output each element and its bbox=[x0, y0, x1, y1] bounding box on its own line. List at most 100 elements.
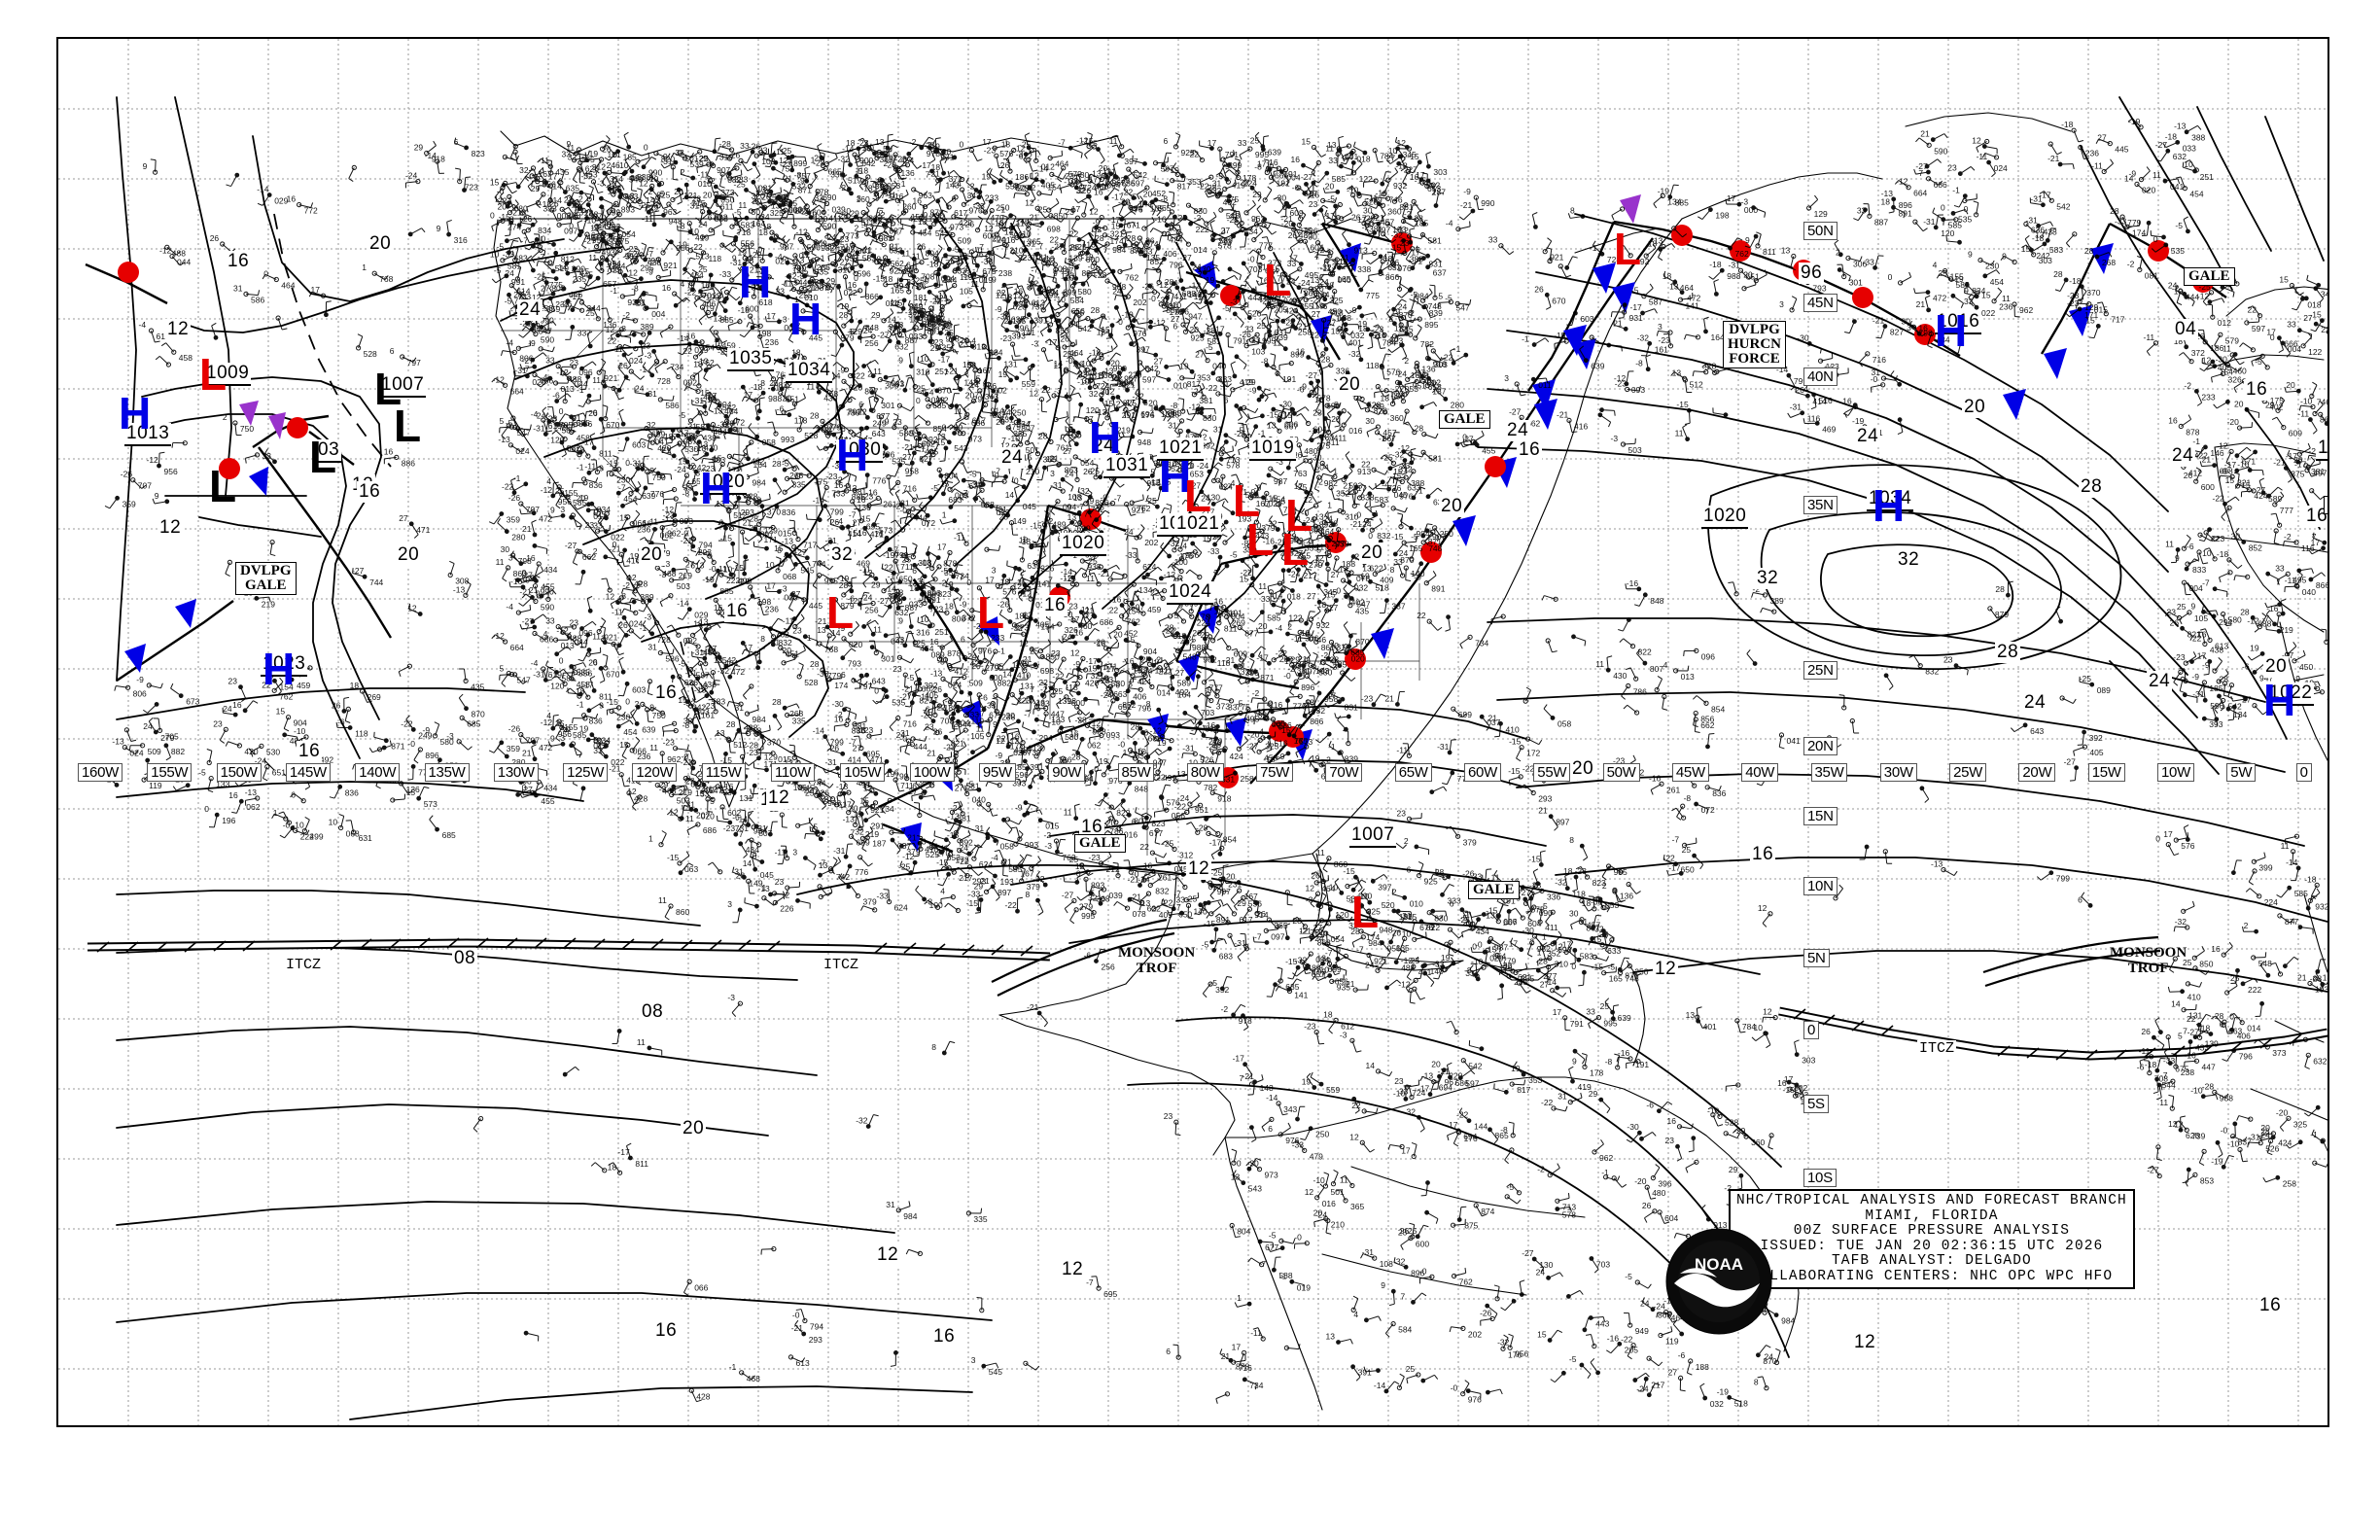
svg-text:518: 518 bbox=[1734, 1398, 1748, 1408]
svg-text:411: 411 bbox=[1545, 923, 1558, 932]
svg-text:-27: -27 bbox=[1306, 370, 1318, 380]
svg-text:23: 23 bbox=[570, 358, 579, 368]
svg-text:-21: -21 bbox=[1872, 316, 1885, 326]
svg-text:-13: -13 bbox=[758, 884, 771, 893]
svg-text:581: 581 bbox=[1428, 236, 1442, 246]
svg-text:503: 503 bbox=[1628, 445, 1642, 455]
svg-text:579: 579 bbox=[1068, 169, 1082, 179]
svg-text:-9: -9 bbox=[523, 576, 531, 585]
svg-text:118: 118 bbox=[1366, 361, 1380, 370]
svg-text:040: 040 bbox=[1338, 275, 1351, 285]
svg-text:18: 18 bbox=[350, 681, 360, 690]
isobar-label: 24 bbox=[2022, 692, 2048, 714]
svg-text:27: 27 bbox=[1315, 558, 1325, 568]
svg-text:25: 25 bbox=[1250, 136, 1260, 146]
svg-text:33: 33 bbox=[262, 451, 272, 461]
svg-text:-9: -9 bbox=[960, 600, 967, 610]
svg-text:16: 16 bbox=[2168, 416, 2178, 426]
svg-text:913: 913 bbox=[1357, 467, 1371, 476]
svg-text:275: 275 bbox=[1316, 441, 1330, 451]
svg-text:15: 15 bbox=[1240, 575, 1249, 584]
svg-text:373: 373 bbox=[2272, 1048, 2286, 1058]
svg-text:768: 768 bbox=[379, 274, 393, 284]
lon-label: 25W bbox=[1949, 763, 1987, 782]
svg-text:024: 024 bbox=[629, 356, 643, 366]
svg-text:-21: -21 bbox=[1242, 1071, 1255, 1081]
svg-text:6: 6 bbox=[1173, 321, 1178, 331]
svg-text:32: 32 bbox=[1089, 389, 1099, 399]
svg-text:122: 122 bbox=[2308, 347, 2322, 357]
svg-text:8: 8 bbox=[760, 378, 765, 388]
svg-text:17: 17 bbox=[937, 542, 947, 552]
svg-text:4: 4 bbox=[1933, 261, 1938, 270]
svg-text:13: 13 bbox=[1672, 368, 1682, 377]
svg-text:-5: -5 bbox=[782, 458, 789, 468]
svg-text:763: 763 bbox=[1062, 853, 1075, 862]
svg-text:193: 193 bbox=[1000, 877, 1014, 887]
svg-text:131: 131 bbox=[1020, 681, 1033, 690]
svg-text:-32: -32 bbox=[1637, 332, 1650, 342]
svg-text:016: 016 bbox=[1348, 426, 1362, 436]
svg-text:22: 22 bbox=[2187, 1014, 2196, 1024]
svg-text:-13: -13 bbox=[930, 668, 943, 678]
svg-text:335: 335 bbox=[973, 1214, 987, 1224]
svg-text:495: 495 bbox=[1305, 270, 1318, 280]
svg-text:584: 584 bbox=[1398, 1325, 1412, 1335]
svg-text:27: 27 bbox=[1221, 226, 1231, 235]
svg-text:-23: -23 bbox=[1361, 694, 1374, 704]
svg-text:353: 353 bbox=[1197, 372, 1210, 382]
svg-text:-3: -3 bbox=[727, 993, 735, 1002]
svg-text:984: 984 bbox=[1781, 1316, 1795, 1326]
svg-text:19: 19 bbox=[982, 171, 992, 181]
svg-text:219: 219 bbox=[262, 599, 275, 609]
svg-text:3: 3 bbox=[857, 193, 861, 203]
svg-text:-9: -9 bbox=[1093, 218, 1101, 228]
svg-text:904: 904 bbox=[1143, 647, 1157, 656]
isobar-label: 16 bbox=[724, 601, 751, 622]
monsoon-trof-label: MONSOON TROF bbox=[1118, 945, 1195, 976]
svg-text:799: 799 bbox=[2056, 874, 2070, 884]
svg-text:-15: -15 bbox=[1508, 766, 1521, 776]
svg-text:359: 359 bbox=[122, 499, 136, 508]
svg-text:167: 167 bbox=[978, 366, 992, 375]
svg-text:011: 011 bbox=[1538, 380, 1552, 390]
svg-text:675: 675 bbox=[982, 266, 996, 276]
monsoon-trof-line: TROF bbox=[1118, 961, 1195, 976]
svg-text:7: 7 bbox=[926, 170, 930, 180]
svg-text:22: 22 bbox=[608, 336, 617, 346]
svg-text:535: 535 bbox=[2171, 246, 2185, 256]
svg-text:-31: -31 bbox=[2192, 689, 2205, 699]
svg-text:547: 547 bbox=[1455, 303, 1469, 313]
svg-text:17: 17 bbox=[1727, 193, 1736, 203]
svg-text:338: 338 bbox=[1357, 264, 1371, 274]
svg-text:16: 16 bbox=[232, 700, 242, 710]
svg-text:976: 976 bbox=[1285, 1136, 1299, 1145]
svg-text:464: 464 bbox=[703, 648, 717, 657]
isobar-label: 20 bbox=[1962, 397, 1988, 418]
lat-label: 5S bbox=[1803, 1095, 1829, 1113]
svg-text:-9: -9 bbox=[2129, 169, 2137, 179]
svg-text:786: 786 bbox=[1633, 687, 1647, 697]
svg-text:27: 27 bbox=[1540, 980, 1550, 990]
svg-text:472: 472 bbox=[1687, 294, 1700, 303]
svg-text:258: 258 bbox=[2283, 1178, 2296, 1188]
svg-text:11: 11 bbox=[873, 367, 882, 376]
svg-text:18: 18 bbox=[1001, 140, 1011, 150]
svg-text:430: 430 bbox=[1613, 671, 1627, 681]
pressure-value-label: 1020 bbox=[1060, 533, 1107, 556]
svg-text:19: 19 bbox=[1179, 361, 1189, 370]
svg-text:-6: -6 bbox=[1297, 385, 1305, 395]
svg-text:501: 501 bbox=[1026, 445, 1039, 455]
svg-text:651: 651 bbox=[1118, 702, 1132, 712]
svg-text:-6: -6 bbox=[337, 718, 345, 727]
svg-text:604: 604 bbox=[1664, 1213, 1678, 1223]
svg-text:399: 399 bbox=[1228, 160, 1242, 170]
svg-text:-5: -5 bbox=[1460, 913, 1468, 923]
svg-text:24: 24 bbox=[2168, 280, 2178, 290]
isobar-label: 16 bbox=[1517, 439, 1543, 461]
svg-text:793: 793 bbox=[848, 659, 861, 669]
svg-text:21: 21 bbox=[927, 749, 936, 758]
svg-text:20: 20 bbox=[1006, 711, 1016, 720]
svg-text:365: 365 bbox=[567, 210, 580, 220]
isobar-label: 24 bbox=[1505, 420, 1531, 441]
